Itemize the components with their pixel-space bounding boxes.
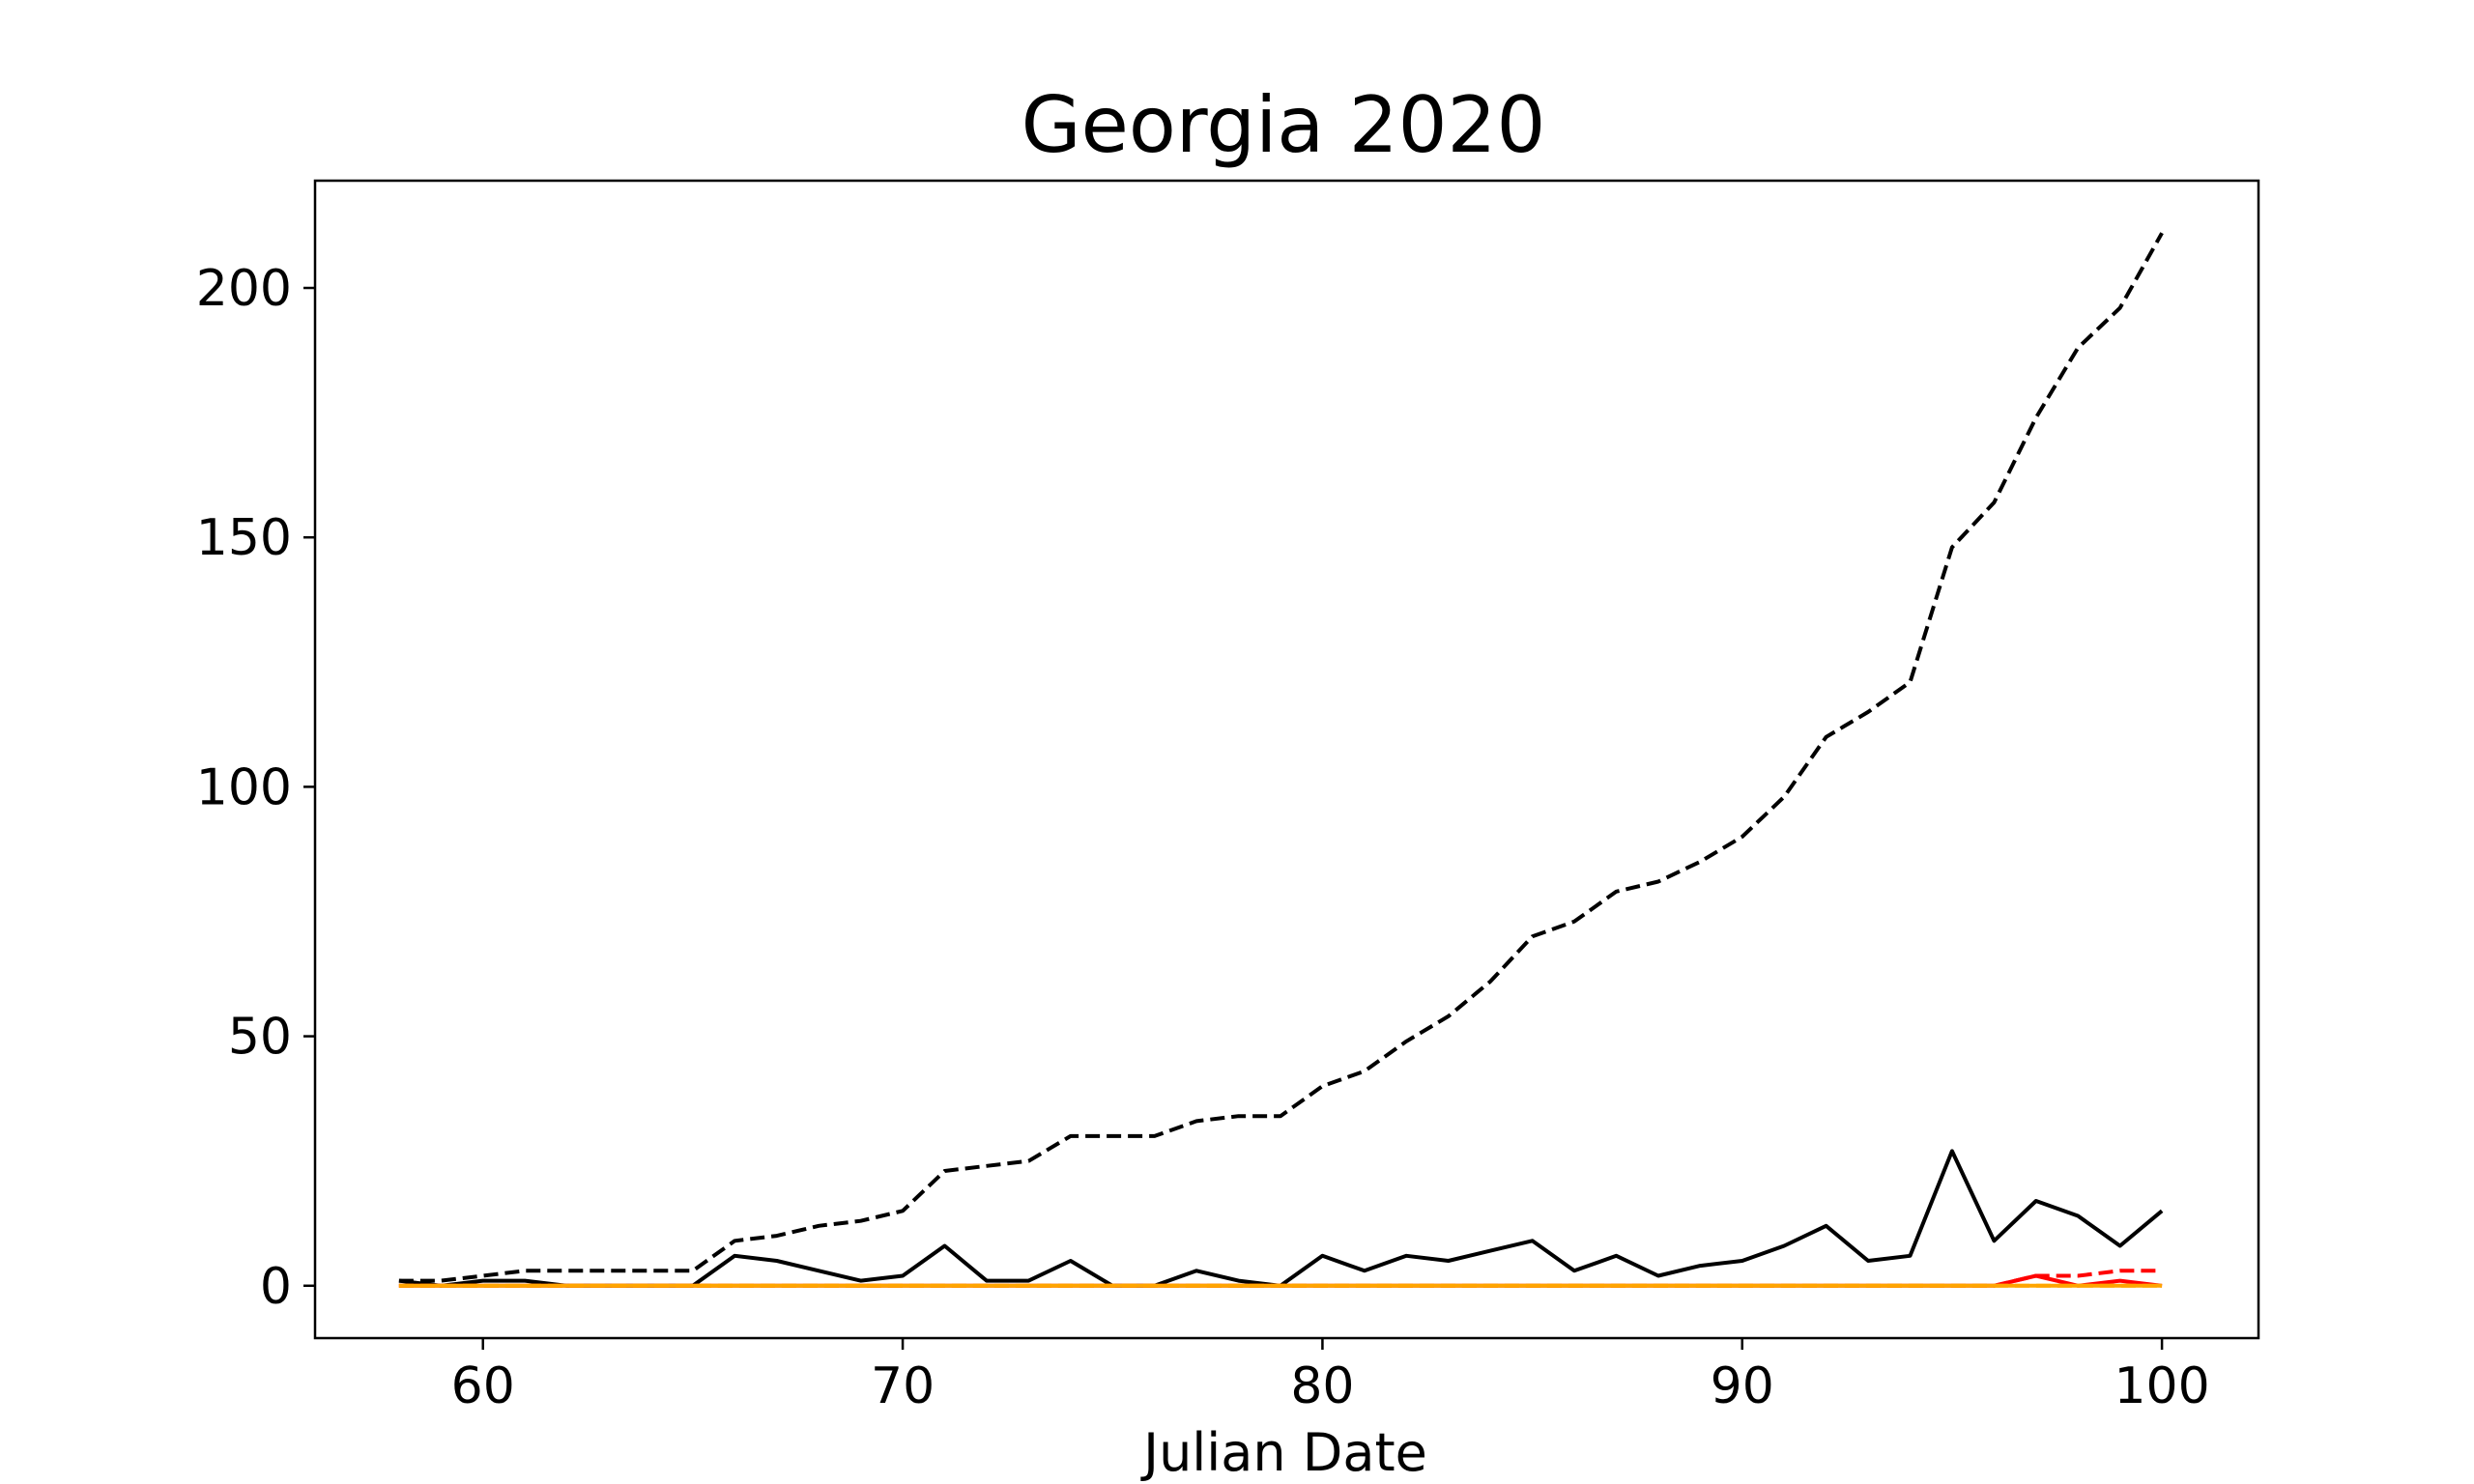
y-tick-label: 0 (260, 1258, 292, 1316)
series-line-1 (398, 232, 2164, 1283)
x-tick-label: 60 (451, 1357, 515, 1415)
series-line-2 (398, 1149, 2164, 1288)
plot-frame (313, 179, 2260, 1340)
x-tick-label: 90 (1711, 1357, 1774, 1415)
chart-title: Georgia 2020 (1021, 80, 1546, 170)
y-tick-label: 200 (196, 260, 292, 318)
y-tick-label: 100 (196, 758, 292, 816)
x-axis-label: Julian Date (1140, 1422, 1427, 1483)
y-axis: 0 50 100 150 200 (196, 260, 315, 1316)
x-tick-label: 80 (1290, 1357, 1354, 1415)
series-layer (398, 232, 2164, 1288)
x-tick-label: 70 (871, 1357, 935, 1415)
y-tick-label: 150 (196, 509, 292, 567)
x-axis: 60 70 80 90 100 (451, 1338, 2210, 1415)
y-tick-label: 50 (228, 1009, 292, 1067)
x-tick-label: 100 (2114, 1357, 2209, 1415)
